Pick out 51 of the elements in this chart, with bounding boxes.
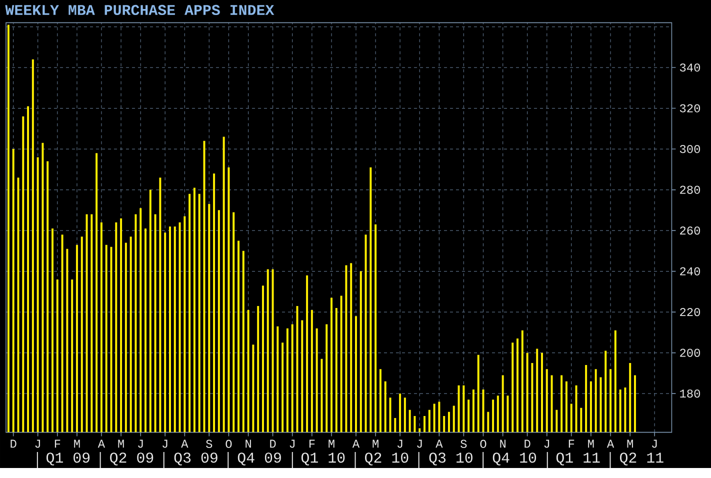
x2-tick-label: Q1 10 [301,452,345,466]
x-tick-label: F [309,440,315,448]
y-tick-label: 220 [680,308,700,316]
x-tick-label: J [138,440,143,448]
x2-tick-label: Q2 11 [620,452,664,466]
x-tick-label: J [544,440,550,448]
x-tick-label: J [397,440,402,448]
x-tick-label: F [568,440,574,448]
x-tick-label: M [627,440,633,448]
y-tick-label: 320 [680,104,700,112]
x-tick-label: M [118,440,124,448]
y-tick-label: 340 [680,63,700,72]
x-tick-label: D [524,440,530,448]
x-tick-label: J [417,440,422,448]
x2-tick-label: Q1 09 [46,452,90,466]
x-tick-label: A [352,440,360,448]
x-tick-label: A [606,440,614,448]
x-tick-label: J [35,440,40,448]
x-tick-label: M [328,440,334,448]
chart-title: WEEKLY MBA PURCHASE APPS INDEX [5,4,274,15]
x2-tick-label: Q4 09 [238,452,281,466]
x-tick-label: M [588,440,594,448]
x-tick-label: J [162,440,168,448]
x-tick-label: N [500,440,506,448]
x-tick-label: J [290,440,295,448]
y-tick-label: 300 [680,144,700,153]
x-tick-label: N [246,440,251,448]
x2-tick-label: Q3 09 [174,452,218,466]
x-tick-label: J [652,440,657,448]
y-tick-label: 180 [680,389,700,398]
x-tick-label: S [460,440,467,448]
x2-tick-label: Q3 10 [429,452,472,466]
x-tick-label: S [206,440,212,448]
x-tick-label: O [226,440,232,448]
x-tick-label: D [270,440,276,448]
x-tick-label: M [74,440,80,448]
y-tick-label: 240 [680,267,700,276]
x-tick-label: O [480,440,486,448]
x2-tick-label: Q2 09 [110,452,154,466]
x2-tick-label: Q4 10 [492,452,536,466]
x-tick-label: M [372,440,378,448]
y-tick-label: 260 [680,226,700,234]
x2-tick-label: Q1 11 [556,452,600,466]
x-tick-label: A [436,440,443,448]
y-tick-label: 200 [680,348,700,357]
x-tick-label: A [181,440,188,448]
x2-tick-label: Q2 10 [365,452,408,466]
x-tick-label: A [98,440,106,448]
y-tick-label: 280 [680,186,700,194]
x-tick-label: F [54,440,60,448]
x-tick-label: D [10,440,16,448]
